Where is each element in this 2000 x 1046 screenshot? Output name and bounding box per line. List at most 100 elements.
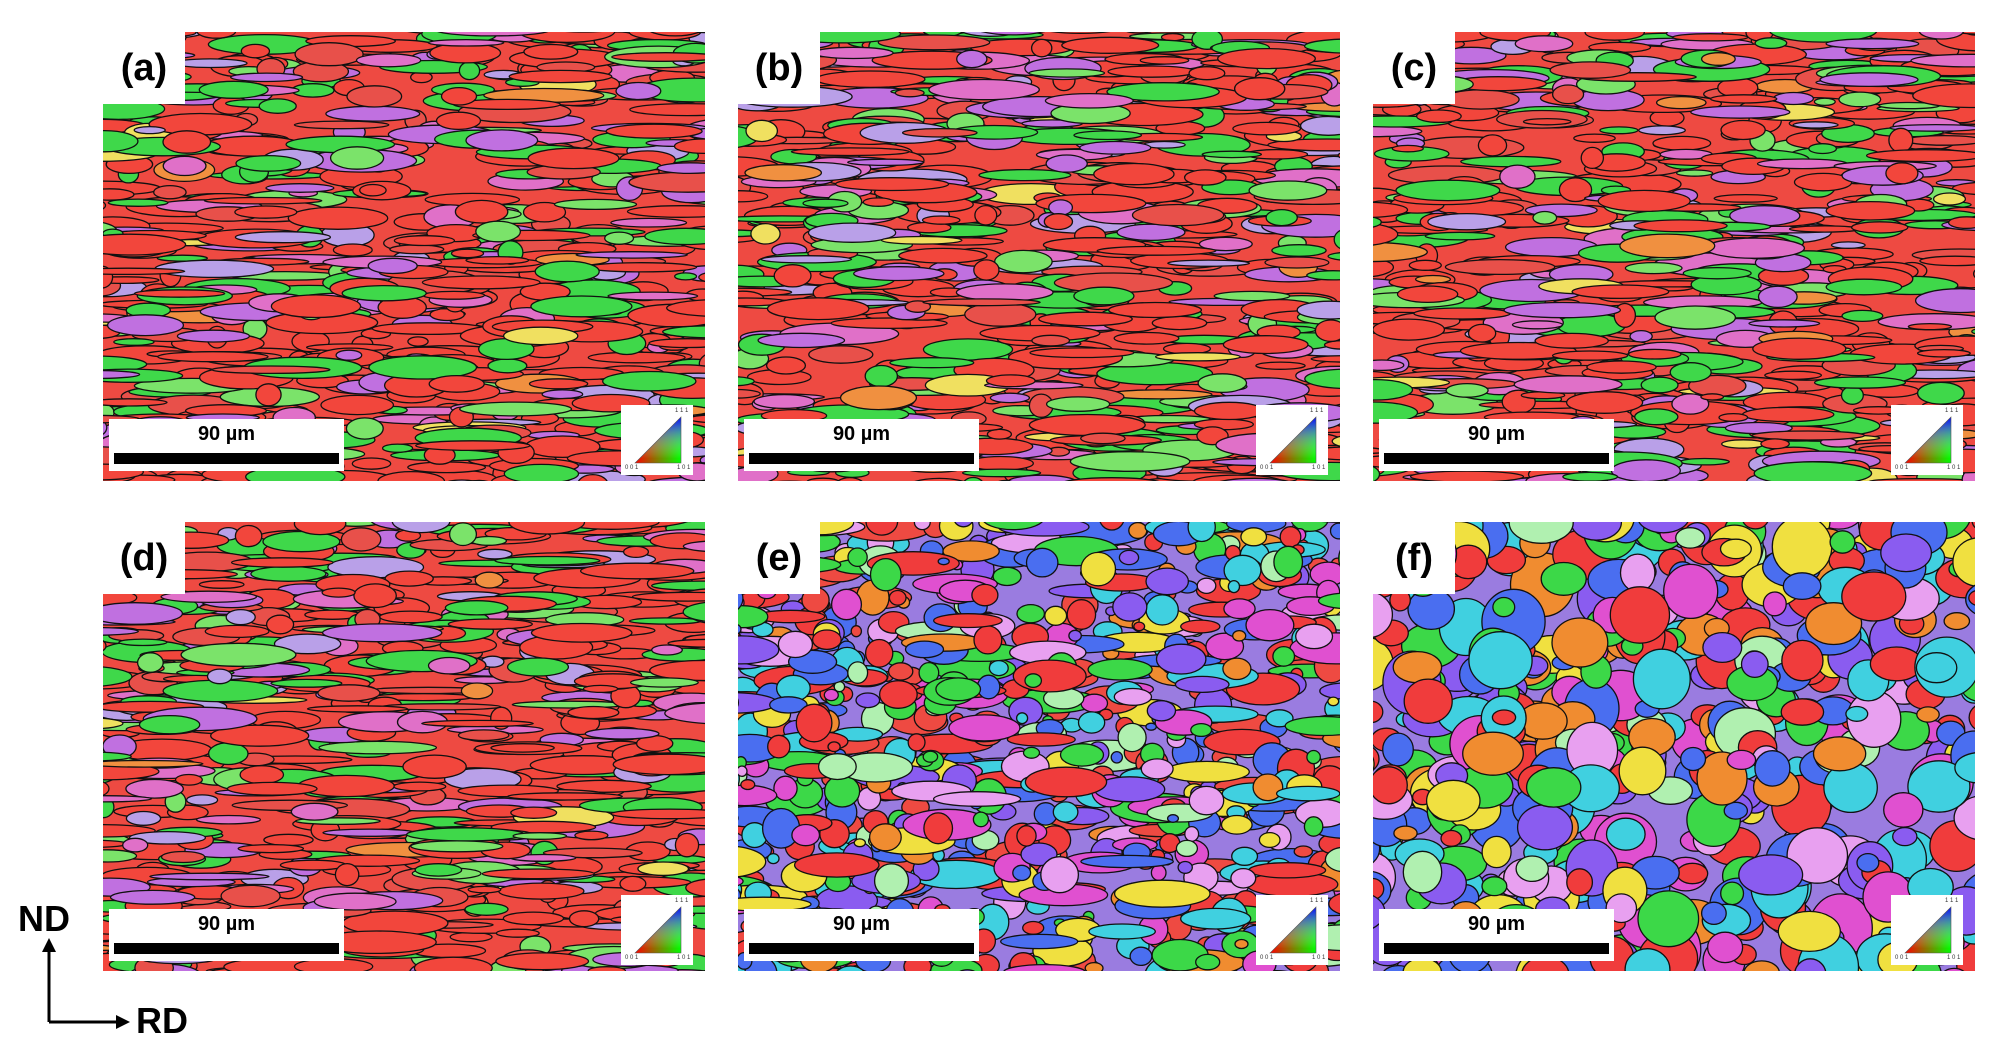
grain — [313, 892, 397, 911]
panel-label: (c) — [1373, 32, 1455, 104]
scale-bar-line — [1384, 943, 1609, 954]
grain — [1624, 261, 1683, 275]
grain — [1675, 169, 1714, 177]
grain — [1184, 825, 1200, 843]
grain — [103, 626, 139, 636]
grain — [1885, 162, 1919, 185]
grain — [1373, 877, 1385, 901]
grain — [1222, 335, 1309, 355]
grain — [1028, 68, 1106, 78]
grain — [1932, 192, 1967, 206]
grain — [103, 849, 138, 863]
ipf-label: 1 1 1 — [1945, 408, 1959, 414]
grain — [518, 32, 616, 44]
grain — [402, 754, 467, 779]
grain — [767, 734, 791, 759]
grain — [502, 326, 579, 346]
grain — [325, 105, 421, 122]
scale-bar: 90 µm — [744, 909, 979, 961]
grain — [1943, 967, 1965, 971]
grain — [850, 625, 863, 638]
grain — [1087, 658, 1153, 681]
ipf-label: 1 0 1 — [1312, 465, 1326, 471]
grain — [1413, 307, 1511, 320]
grain — [258, 98, 297, 114]
grain — [174, 773, 203, 786]
grain — [773, 775, 798, 802]
grain — [1841, 309, 1884, 323]
grain — [1551, 617, 1609, 668]
grain — [1151, 315, 1208, 331]
grain — [1534, 332, 1609, 349]
grain — [185, 794, 219, 806]
grain — [933, 613, 1003, 629]
grain — [1675, 527, 1706, 549]
grain — [1310, 355, 1340, 363]
grain — [1016, 825, 1037, 847]
grain — [234, 231, 332, 244]
grain — [103, 369, 141, 380]
grain — [1467, 323, 1497, 343]
grain — [738, 376, 755, 387]
ipf-key: 0 0 1 1 0 1 1 1 1 — [1891, 405, 1963, 475]
grain — [176, 329, 251, 343]
grain — [1373, 257, 1395, 278]
grain — [1743, 960, 1780, 971]
grain — [1907, 760, 1971, 813]
grain — [1213, 290, 1291, 302]
grain — [1373, 766, 1408, 805]
grain — [766, 297, 870, 321]
grain — [406, 827, 526, 842]
grain — [1566, 868, 1594, 897]
grain — [1669, 362, 1712, 383]
grain — [1016, 603, 1046, 624]
ipf-label: 1 1 1 — [675, 898, 689, 904]
grain — [1709, 94, 1778, 104]
grain — [1064, 477, 1160, 481]
grain — [255, 383, 282, 407]
grain — [353, 583, 397, 609]
grain — [1273, 545, 1304, 579]
grain — [125, 778, 184, 799]
grain — [1193, 401, 1265, 421]
grain — [1838, 91, 1882, 108]
grain — [698, 272, 705, 283]
grain — [898, 247, 988, 264]
grain — [629, 102, 705, 117]
ipf-label: 1 1 1 — [1310, 898, 1324, 904]
grain — [1508, 522, 1574, 544]
grain — [1408, 259, 1442, 271]
grain — [1819, 72, 1919, 88]
grain — [610, 217, 688, 228]
grain — [273, 633, 342, 655]
grain — [335, 349, 363, 361]
ebsd-map: (b) 90 µm 0 0 1 1 0 1 1 1 1 — [738, 32, 1340, 481]
grain — [106, 314, 185, 337]
grain — [321, 587, 356, 598]
grain — [329, 146, 385, 170]
grain — [1403, 678, 1453, 724]
grain — [1565, 391, 1644, 414]
grain — [1462, 731, 1524, 776]
grain — [1782, 572, 1822, 601]
grain — [1012, 659, 1087, 693]
grain — [1022, 920, 1045, 935]
grain — [666, 299, 705, 317]
ebsd-map: (a) 90 µm 0 0 1 1 0 1 1 1 1 — [103, 32, 705, 481]
grain — [1031, 334, 1071, 347]
grain — [637, 861, 690, 877]
grain — [1751, 430, 1866, 441]
grain — [1499, 164, 1536, 189]
grain — [1223, 554, 1262, 587]
grain — [1327, 252, 1340, 261]
axis-indicator: ND RD — [0, 880, 220, 1041]
grain — [1188, 66, 1226, 81]
grain — [1777, 910, 1841, 953]
grain — [556, 779, 652, 793]
grain — [377, 470, 446, 481]
ipf-label: 1 1 1 — [1945, 898, 1959, 904]
grain — [864, 638, 894, 668]
grain — [1068, 629, 1082, 642]
grain — [1444, 258, 1556, 276]
grain — [457, 729, 510, 742]
